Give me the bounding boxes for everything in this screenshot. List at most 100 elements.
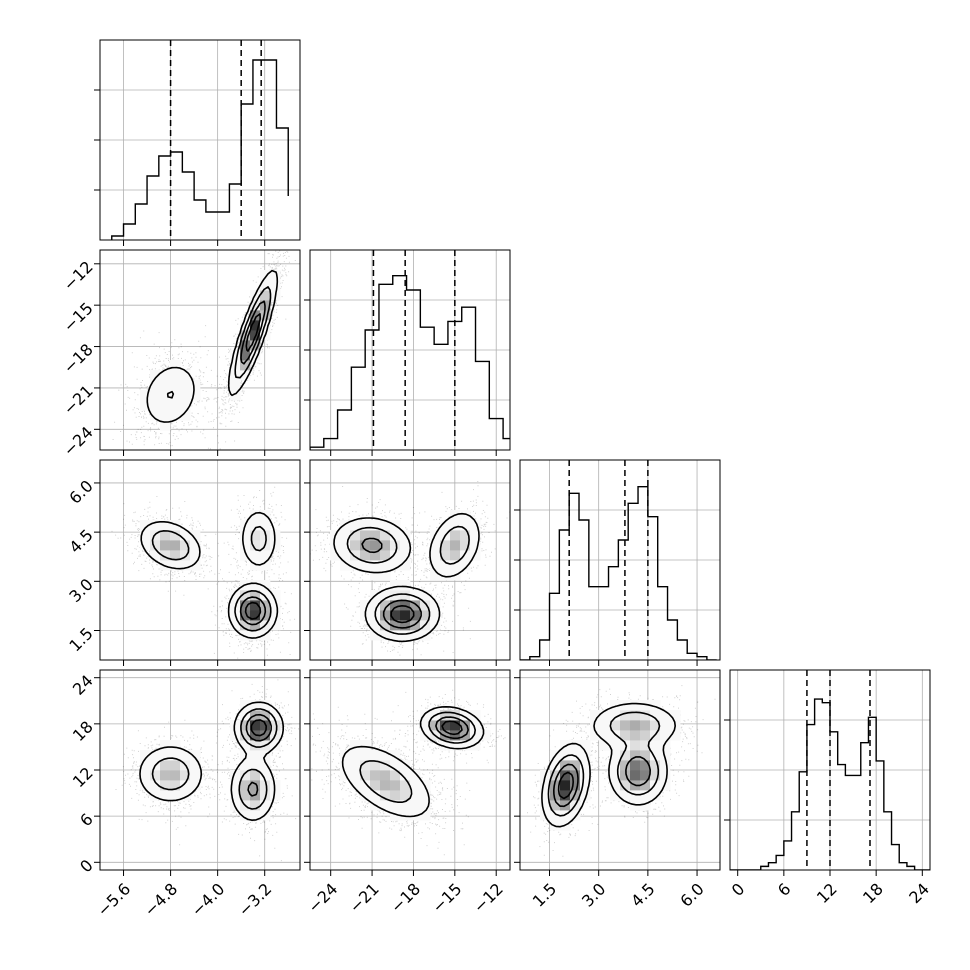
- density-cell: [360, 520, 371, 531]
- density-cell: [420, 610, 431, 621]
- density-cell: [270, 280, 281, 291]
- density-cell: [380, 530, 391, 541]
- density-cell: [250, 540, 261, 551]
- density-cell: [170, 530, 181, 541]
- density-cell: [260, 630, 271, 641]
- contour-level-0: [333, 512, 480, 643]
- density-cell: [360, 770, 371, 781]
- density-cell: [400, 770, 411, 781]
- density-cell: [240, 550, 251, 561]
- density-cell: [480, 730, 491, 741]
- density-cell: [370, 570, 381, 581]
- density-panel-4: −24 −21 −18 −15 −12: [304, 669, 511, 917]
- density-cell: [580, 750, 591, 761]
- density-cell: [570, 780, 581, 791]
- density-cell: [240, 730, 251, 741]
- density-cell: [430, 540, 441, 551]
- density-cell: [180, 530, 191, 541]
- density-cell: [640, 750, 651, 761]
- density-cell: [260, 290, 271, 301]
- contour-level-3: [390, 605, 415, 624]
- density-cell: [640, 710, 651, 721]
- density-cell: [170, 790, 181, 801]
- contour-level-2: [361, 537, 422, 629]
- density-cell: [580, 770, 591, 781]
- density-cell: [410, 620, 421, 631]
- density-cell: [590, 710, 601, 721]
- contour-level-0: [140, 511, 279, 639]
- density-cell: [240, 740, 251, 751]
- density-cell: [240, 590, 251, 601]
- density-cell: [350, 530, 361, 541]
- density-cell: [400, 760, 411, 771]
- density-cell: [180, 560, 191, 571]
- density-cell: [240, 780, 251, 791]
- density-cell: [620, 780, 631, 791]
- x-tick-label: 1.5: [529, 879, 560, 910]
- density-cell: [550, 760, 561, 771]
- density-cell: [460, 710, 471, 721]
- density-cell: [650, 740, 661, 751]
- density-cell: [360, 560, 371, 571]
- density-cell: [260, 590, 271, 601]
- density-cell: [640, 800, 651, 811]
- density-cell: [160, 370, 171, 381]
- density-cell: [370, 600, 381, 611]
- density-panel-3: −5.6 −4.8 −4.0 −3.2 0 6 12 18 24: [69, 669, 301, 920]
- x-tick-label: 6.0: [676, 879, 707, 910]
- density-cell: [600, 730, 611, 741]
- density-cell: [630, 710, 641, 721]
- density-cell: [340, 760, 351, 771]
- density-cell: [230, 380, 241, 391]
- density-cell: [150, 550, 161, 561]
- density-cell: [380, 760, 391, 771]
- density-cell: [400, 540, 411, 551]
- density-cell: [150, 750, 161, 761]
- density-cell: [560, 750, 571, 761]
- density-cell: [400, 800, 411, 811]
- density-cell: [240, 340, 251, 351]
- density-cell: [390, 600, 401, 611]
- density-cell: [630, 740, 641, 751]
- contour-level-2: [553, 756, 651, 808]
- density-cell: [640, 790, 651, 801]
- density-cell: [450, 730, 461, 741]
- density-cell: [250, 550, 261, 561]
- density-cell: [470, 520, 481, 531]
- density-cell: [170, 740, 181, 751]
- density-cell: [170, 520, 181, 531]
- density-cell: [240, 530, 251, 541]
- density-cell: [390, 750, 401, 761]
- density-cell: [150, 520, 161, 531]
- y-tick-label: 4.5: [65, 525, 96, 556]
- density-cell: [450, 540, 461, 551]
- density-cell: [360, 550, 371, 561]
- x-tick-label: 24: [905, 879, 933, 907]
- density-cell: [410, 790, 421, 801]
- density-cell: [240, 370, 251, 381]
- density-cell: [610, 750, 621, 761]
- density-cell: [630, 750, 641, 761]
- density-cell: [170, 400, 181, 411]
- density-cell: [160, 760, 171, 771]
- density-cell: [390, 580, 401, 591]
- contour-level-1: [151, 525, 272, 632]
- contour-level-1: [166, 286, 272, 399]
- density-cell: [190, 750, 201, 761]
- density-cell: [370, 770, 381, 781]
- density-cell: [400, 550, 411, 561]
- density-cell: [260, 550, 271, 561]
- density-cell: [160, 400, 171, 411]
- density-cell: [180, 770, 191, 781]
- density-cell: [250, 580, 261, 591]
- density-cell: [380, 750, 391, 761]
- density-cell: [450, 530, 461, 541]
- contour-level-3: [441, 720, 463, 736]
- density-cell: [550, 810, 561, 821]
- x-tick-label: −18: [387, 879, 424, 916]
- density-cell: [370, 550, 381, 561]
- density-cell: [620, 730, 631, 741]
- density-cell: [230, 390, 241, 401]
- density-cell: [260, 280, 271, 291]
- density-cell: [150, 380, 161, 391]
